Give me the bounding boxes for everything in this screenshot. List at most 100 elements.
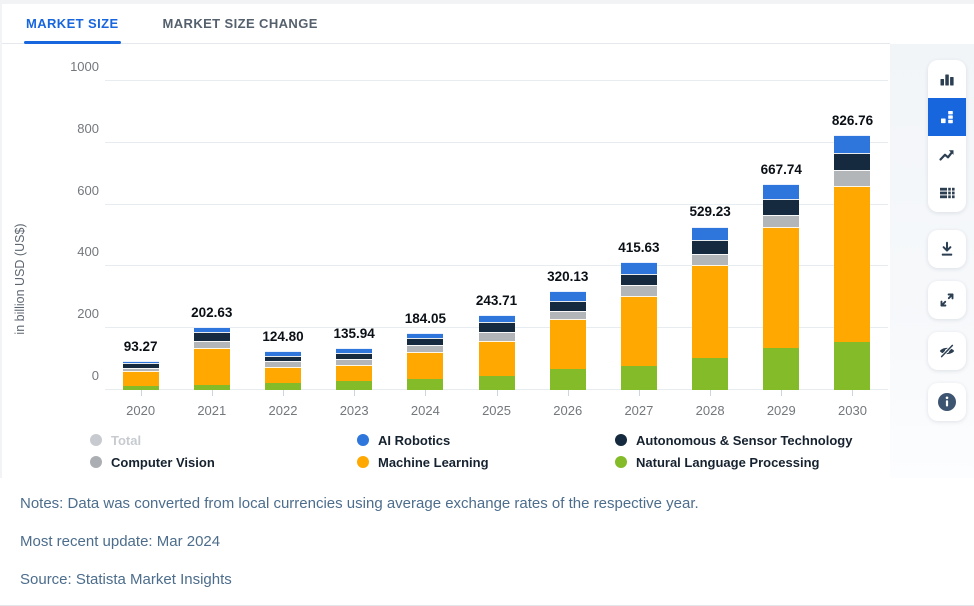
- column-chart-icon[interactable]: [928, 60, 966, 98]
- bar-segment[interactable]: [620, 261, 657, 275]
- legend-dot-icon: [615, 456, 627, 468]
- plot-area: 0 200 400 600 800 1000 93.27 2020 202.63 2021 124.…: [70, 59, 888, 418]
- legend-item[interactable]: Computer Vision: [90, 451, 357, 473]
- bar-segment[interactable]: [264, 366, 301, 384]
- bar-segment[interactable]: [620, 285, 657, 296]
- bar-segment[interactable]: [620, 295, 657, 366]
- bar-segment[interactable]: [193, 341, 230, 348]
- bar-segment[interactable]: [763, 199, 800, 215]
- bar-segment[interactable]: [407, 352, 444, 379]
- bar-segment[interactable]: [336, 381, 373, 390]
- stacked-bar-2027[interactable]: [620, 261, 657, 390]
- bar-segment[interactable]: [692, 226, 729, 241]
- stacked-bar-2022[interactable]: [264, 351, 301, 390]
- bar-segment[interactable]: [122, 368, 159, 372]
- bar-segment[interactable]: [193, 327, 230, 332]
- stacked-bar-2021[interactable]: [193, 327, 230, 390]
- bar-segment[interactable]: [407, 333, 444, 339]
- legend-item[interactable]: Natural Language Processing: [615, 451, 880, 473]
- stacked-bar-2024[interactable]: [407, 333, 444, 390]
- tab-market-size[interactable]: MARKET SIZE: [24, 4, 121, 44]
- bar-segment[interactable]: [407, 338, 444, 346]
- bar-segment[interactable]: [834, 169, 871, 186]
- legend-item[interactable]: Total: [90, 429, 357, 451]
- bar-segment[interactable]: [549, 300, 586, 311]
- stacked-bar-2023[interactable]: [336, 348, 373, 390]
- bar-segment[interactable]: [620, 274, 657, 286]
- data-table-icon[interactable]: [928, 174, 966, 212]
- bar-segment[interactable]: [478, 375, 515, 390]
- bar-segment[interactable]: [620, 365, 657, 390]
- x-tick-label: 2022: [268, 403, 298, 418]
- download-icon[interactable]: [928, 230, 966, 268]
- bar-segment[interactable]: [763, 183, 800, 200]
- stacked-bar-2030[interactable]: [834, 134, 871, 390]
- bar-segment[interactable]: [122, 363, 159, 369]
- bar-segment[interactable]: [478, 340, 515, 376]
- bar-segment[interactable]: [122, 361, 159, 364]
- bar-segment[interactable]: [336, 353, 373, 359]
- line-chart-icon[interactable]: [928, 136, 966, 174]
- info-icon[interactable]: [928, 383, 966, 421]
- bar-segment[interactable]: [336, 365, 373, 382]
- stacked-bar-2029[interactable]: [763, 183, 800, 390]
- update-line: Most recent update: Mar 2024: [20, 533, 221, 550]
- chart-toolbar: [928, 60, 966, 434]
- bar-segment[interactable]: [264, 351, 301, 356]
- tab-market-size-change[interactable]: MARKET SIZE CHANGE: [162, 16, 318, 31]
- bar-segment[interactable]: [478, 321, 515, 332]
- legend-item[interactable]: AI Robotics: [357, 429, 615, 451]
- bar-segment[interactable]: [336, 358, 373, 366]
- stacked-bar-2028[interactable]: [692, 226, 729, 390]
- bar-slot: 415.63 2027: [603, 81, 674, 418]
- bar-segment[interactable]: [834, 153, 871, 170]
- bar-segment[interactable]: [264, 360, 301, 367]
- stacked-column-chart-icon[interactable]: [928, 98, 966, 136]
- bar-segment[interactable]: [193, 347, 230, 386]
- notes-block: Notes: Data was converted from local cur…: [20, 495, 920, 606]
- gridline: [105, 141, 888, 143]
- bar-segment[interactable]: [407, 378, 444, 390]
- legend-item[interactable]: Machine Learning: [357, 451, 615, 473]
- bar-segment[interactable]: [692, 240, 729, 254]
- bar-segment[interactable]: [692, 358, 729, 390]
- hide-labels-icon[interactable]: [928, 332, 966, 370]
- bar-segment[interactable]: [478, 314, 515, 322]
- bar-segment[interactable]: [122, 371, 159, 387]
- y-tick-label: 200: [77, 306, 99, 322]
- bar-slot: 202.63 2021: [176, 81, 247, 418]
- bar-segment[interactable]: [193, 331, 230, 342]
- bar-segment[interactable]: [692, 264, 729, 359]
- bar-segment[interactable]: [834, 341, 871, 390]
- bar-segment[interactable]: [692, 253, 729, 265]
- bar-segment[interactable]: [834, 185, 871, 342]
- stacked-bar-2025[interactable]: [478, 314, 515, 390]
- bar-segment[interactable]: [264, 355, 301, 361]
- bar-value-label: 320.13: [547, 269, 589, 285]
- stacked-bar-2026[interactable]: [549, 291, 586, 390]
- bar-segment[interactable]: [549, 368, 586, 390]
- bar-segment[interactable]: [336, 348, 373, 354]
- y-tick-label: 600: [77, 182, 99, 198]
- stacked-bar-2020[interactable]: [122, 361, 159, 390]
- bar-segment[interactable]: [478, 331, 515, 341]
- bar-segment[interactable]: [763, 348, 800, 390]
- expand-icon[interactable]: [928, 281, 966, 319]
- bar-value-label: 415.63: [618, 239, 660, 255]
- bar-segment[interactable]: [264, 383, 301, 390]
- bar-segment[interactable]: [834, 134, 871, 154]
- legend-dot-icon: [357, 456, 369, 468]
- bar-segment[interactable]: [763, 227, 800, 349]
- bar-segment[interactable]: [549, 319, 586, 369]
- bar-segment[interactable]: [122, 386, 159, 390]
- top-strip: [0, 0, 974, 4]
- bar-segment[interactable]: [193, 385, 230, 390]
- bar-segment[interactable]: [763, 214, 800, 228]
- bar-segment[interactable]: [549, 310, 586, 320]
- legend-item[interactable]: Autonomous & Sensor Technology: [615, 429, 880, 451]
- x-tick-label: 2026: [553, 403, 583, 418]
- bar-segment[interactable]: [407, 345, 444, 353]
- bar-segment[interactable]: [549, 291, 586, 301]
- bar-slot: 184.05 2024: [390, 81, 461, 418]
- y-axis-title: in billion USD (US$): [13, 223, 27, 335]
